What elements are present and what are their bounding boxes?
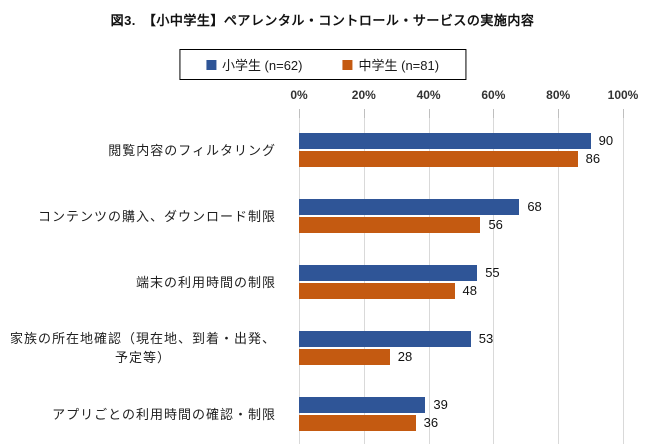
bar-elementary: [299, 397, 426, 413]
value-label: 53: [478, 331, 494, 346]
gridline: [558, 118, 560, 444]
legend-label: 中学生 (n=81): [358, 58, 440, 73]
value-label: 28: [397, 349, 413, 364]
x-tick-label: 80%: [546, 88, 571, 102]
value-label: 48: [462, 283, 477, 298]
value-label: 68: [527, 199, 542, 214]
legend-item: 小学生 (n=62): [205, 55, 303, 74]
value-label: 86: [585, 151, 601, 166]
x-tick-label: 20%: [351, 88, 376, 102]
category-label: 閲覧内容のフィルタリング: [108, 142, 276, 158]
gridline: [363, 118, 365, 444]
legend-item: 中学生 (n=81): [342, 55, 440, 74]
chart-title: 図3. 【小中学生】ペアレンタル・コントロール・サービスの実施内容: [110, 13, 535, 28]
bar-elementary: [299, 331, 471, 347]
gridline: [428, 118, 430, 444]
value-label: 55: [485, 265, 500, 280]
bar-junior: [299, 415, 416, 431]
category-label: 家族の所在地確認（現在地、到着・出発、 予定等）: [9, 331, 276, 365]
value-label: 90: [598, 133, 614, 148]
category-label: 端末の利用時間の制限: [135, 274, 276, 290]
x-tick-label: 60%: [481, 88, 506, 102]
bar-elementary: [299, 133, 591, 149]
x-tick-label: 40%: [416, 88, 441, 102]
legend-swatch-icon: [342, 59, 353, 70]
value-label: 39: [433, 397, 448, 412]
bar-junior: [299, 283, 455, 299]
x-tick-mark: [493, 109, 495, 118]
x-tick-mark: [558, 109, 560, 118]
x-tick-mark: [363, 109, 365, 118]
bar-junior: [299, 217, 481, 233]
gridline: [493, 118, 495, 444]
bar-elementary: [299, 265, 478, 281]
x-tick-mark: [428, 109, 430, 118]
plot-area: 90 86 68 56 55 48 53 28 39 36: [299, 118, 624, 444]
x-tick-mark: [623, 109, 624, 118]
gridline: [623, 118, 624, 444]
category-label: コンテンツの購入、ダウンロード制限: [37, 208, 276, 224]
bar-elementary: [299, 199, 520, 215]
legend-swatch-icon: [205, 59, 216, 70]
x-tick-label: 0%: [290, 88, 308, 102]
x-tick-mark: [299, 109, 300, 118]
legend-label: 小学生 (n=62): [221, 58, 303, 73]
x-tick-label: 100%: [607, 88, 639, 102]
bar-junior: [299, 349, 390, 365]
value-label: 56: [488, 217, 503, 232]
value-label: 36: [423, 415, 439, 430]
category-label: アプリごとの利用時間の確認・制限: [52, 406, 276, 422]
bar-junior: [299, 151, 578, 167]
legend: 小学生 (n=62) 中学生 (n=81): [178, 49, 467, 80]
gridline: [299, 118, 300, 444]
